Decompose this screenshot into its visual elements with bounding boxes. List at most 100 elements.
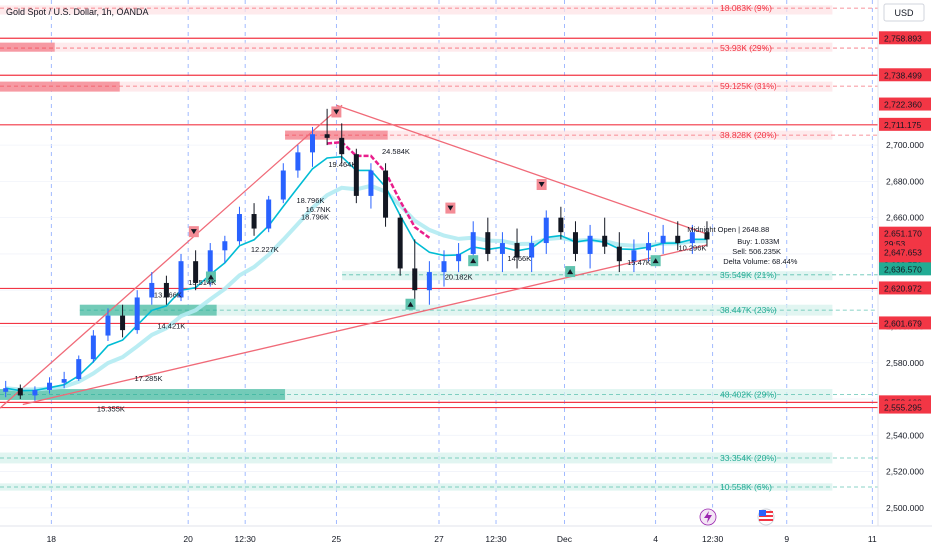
price-label-box [879,281,931,295]
zone-volume-bar [0,42,55,52]
x-tick-label: 9 [784,534,789,544]
volume-label: 14.66K [507,254,531,263]
candle-body [675,235,681,244]
time-axis[interactable]: 18 20 12:30 25 27 12:30 Dec 4 12:30 9 11 [0,525,932,550]
candle-body [499,243,505,254]
price-label-box [879,262,931,276]
x-tick-label: 12:30 [235,534,257,544]
us-flag-icon[interactable] [757,508,775,526]
trendline[interactable] [336,104,708,235]
y-tick-label: 2,700.000 [886,140,924,150]
candle-body [353,154,359,196]
price-label: 2,711.175 [884,120,921,130]
candle-body [207,250,213,283]
candle-body [441,261,447,273]
candle-body [61,379,67,383]
volume-label: 16.7NK [306,205,331,214]
price-label-box [879,226,931,240]
volume-label: 15.355K [97,405,125,414]
zone-label: 59.125K (31%) [720,81,777,91]
volume-zone [79,304,833,316]
y-tick-label: 2,660.000 [886,213,924,223]
candle-body [470,232,476,254]
trendline[interactable] [22,244,708,406]
trendlines[interactable] [0,104,708,409]
price-label: 2,555.295 [884,403,922,413]
candle-body [149,282,155,298]
candle-body [572,232,578,254]
zone-volume-bar [79,304,217,316]
candle-body [412,268,418,291]
buy-arrow-icon [567,269,574,275]
volume-label: 12.227K [251,245,279,254]
buy-arrow-icon [652,258,659,264]
y-tick-label: 2,500.000 [886,503,924,513]
zone-label: 10.558K (6%) [720,482,772,492]
price-axis[interactable]: USD 2,500.0002,520.0002,540.0002,560.000… [877,0,932,526]
price-label: 2,651.170 [884,229,922,239]
signal-markers [188,106,661,310]
price-label-box [879,316,931,330]
y-tick-label: 2,680.000 [886,176,924,186]
candle-body [383,170,389,218]
candlesticks [3,108,710,401]
volume-label: 20.182K [445,272,473,281]
trendline[interactable] [0,104,343,409]
volume-label: 13.514K [188,278,216,287]
candle-body [587,235,593,254]
sell-arrow-icon [333,109,340,115]
candle-body [324,134,330,138]
candle-body [660,235,666,244]
x-tick-label: 12:30 [702,534,724,544]
price-label: 2,647.653 [884,248,922,258]
candle-body [602,235,608,247]
price-label: 2,722.360 [884,100,922,110]
x-tick-labels: 18 20 12:30 25 27 12:30 Dec 4 12:30 9 11 [47,534,877,544]
candle-body [339,137,345,155]
x-tick-label: 25 [332,534,342,544]
candle-body [266,199,272,229]
price-label-box [879,68,931,82]
sell-arrow-icon [447,205,454,211]
x-tick-label: 12:30 [485,534,507,544]
sell-volume-text: Sell: 506.235K [732,247,781,256]
x-tick-label: 4 [653,534,658,544]
candle-body [251,214,257,229]
sell-arrow-icon [538,182,545,188]
volume-zone [342,271,833,281]
volume-zone [0,5,833,15]
candle-body [456,253,462,262]
currency-label: USD [894,8,914,18]
price-levels [0,37,878,409]
candle-body [310,134,316,153]
x-tick-label: Dec [557,534,573,544]
price-label-box [879,400,931,414]
price-label-box [879,31,931,45]
candle-body [280,170,286,200]
lightning-icon[interactable] [699,508,717,526]
candle-body [616,246,622,262]
volume-label: 18.796K [296,196,324,205]
volume-label: 15.47K [627,258,651,267]
buy-arrow-icon [207,274,214,280]
buy-arrow-icon [407,301,414,307]
candle-body [3,388,9,392]
volume-label: 19.464K [328,160,356,169]
price-label: 29:53 [884,239,906,249]
candle-body [426,272,432,291]
zone-volume-bar [0,81,120,92]
zone-label: 38.447K (23%) [720,305,777,315]
volume-label: 14.421K [157,321,185,330]
candle-body [76,359,82,380]
currency-button[interactable] [883,3,925,22]
volume-label: 24.584K [382,147,410,156]
candle-body [397,217,403,269]
x-tick-label: 27 [434,534,444,544]
volume-label: 10.296K [678,243,706,252]
price-label-box [879,117,931,131]
candle-body [17,388,23,396]
candle-body [558,217,564,233]
zone-label: 35.549K (21%) [720,270,777,280]
